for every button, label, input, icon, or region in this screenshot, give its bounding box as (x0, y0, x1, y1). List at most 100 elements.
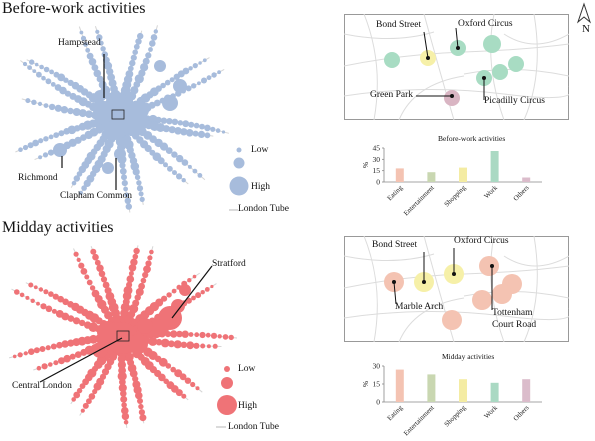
station-dot (127, 65, 134, 72)
station-dot (43, 66, 50, 73)
station-dot (139, 196, 145, 202)
station-dot (192, 274, 197, 279)
inset-label-picadilly-circus: Picadilly Circus (484, 96, 545, 106)
station-dot (176, 154, 184, 163)
midday-legend-low: Low (238, 364, 256, 374)
station-dot (96, 75, 104, 83)
station-dot (212, 343, 218, 349)
station-dot (132, 49, 138, 55)
station-dot (181, 178, 186, 183)
leader-line (171, 265, 213, 319)
station-dot (201, 77, 207, 84)
x-tick-label: Eating (386, 403, 405, 422)
y-axis-label: % (361, 381, 370, 387)
station-dot (150, 34, 158, 41)
station-dot (191, 295, 196, 301)
station-dot (221, 130, 226, 134)
station-dot (199, 123, 205, 130)
legend-high-circle (217, 395, 237, 415)
station-dot (41, 75, 46, 81)
station-dot (192, 168, 198, 174)
station-dot (71, 397, 76, 402)
station-dot (117, 360, 126, 369)
station-dot (184, 377, 192, 384)
leader-dot (426, 56, 430, 60)
station-dot (193, 122, 200, 129)
station-dot (129, 369, 138, 378)
station-dot (192, 63, 198, 69)
station-dot (94, 90, 106, 102)
activity-circle (492, 284, 512, 304)
station-dot (22, 61, 28, 67)
station-dot (166, 118, 173, 125)
station-dot (89, 285, 96, 291)
station-dot (121, 174, 127, 181)
inset-label-tottenham: Tottenham (492, 308, 533, 318)
station-dot (176, 173, 183, 180)
leader-line (39, 337, 123, 383)
station-dot (101, 51, 109, 58)
station-dot (205, 332, 211, 338)
station-dot (148, 47, 153, 52)
station-dot (126, 281, 133, 288)
station-dot (96, 34, 103, 41)
station-dot (193, 342, 200, 349)
station-dot (124, 192, 130, 198)
station-dot (54, 84, 62, 91)
station-dot (92, 388, 98, 395)
station-dot (174, 127, 182, 135)
station-dot (163, 162, 168, 168)
station-dot (67, 301, 74, 308)
station-dot (186, 341, 195, 350)
station-dot (182, 67, 190, 75)
x-tick-label: Work (482, 183, 499, 200)
station-dot (38, 287, 44, 292)
station-dot (195, 386, 200, 391)
station-dot (138, 282, 146, 290)
station-dot (53, 132, 60, 138)
station-dot (36, 71, 42, 78)
station-dot (63, 354, 71, 363)
station-dot (162, 95, 178, 111)
station-dot (195, 292, 202, 299)
station-dot (179, 284, 191, 296)
leader-dot (450, 94, 454, 98)
station-dot (181, 159, 189, 166)
street (423, 236, 455, 342)
station-dot (32, 139, 39, 147)
streets (344, 14, 569, 120)
station-dot (172, 170, 177, 176)
legend-low-circle (224, 366, 230, 372)
station-dot (43, 289, 49, 295)
station-dot (38, 155, 43, 160)
leader-dot (422, 280, 426, 284)
station-dot (135, 391, 143, 400)
leader-line (423, 31, 429, 59)
y-tick-label: 45 (373, 144, 381, 153)
station-dot (176, 330, 183, 338)
station-dot (114, 148, 126, 160)
station-dot (211, 72, 217, 78)
station-dot (142, 271, 149, 279)
station-dot (104, 287, 112, 295)
north-label: N (582, 23, 590, 35)
station-dot (182, 120, 190, 128)
station-dot (123, 186, 128, 192)
station-dot (147, 255, 153, 261)
station-dot (175, 389, 183, 397)
station-dot (158, 357, 168, 367)
before-work-map (15, 25, 230, 213)
y-tick-label: 0 (376, 178, 380, 187)
station-dot (48, 291, 54, 297)
station-dot (84, 274, 90, 280)
station-dot (121, 180, 128, 187)
station-dot (78, 122, 87, 131)
street (363, 236, 378, 342)
station-dot (57, 295, 64, 303)
station-dot (49, 69, 54, 75)
station-dot (67, 79, 74, 86)
station-dot (88, 393, 96, 400)
station-dot (69, 353, 76, 360)
station-dot (58, 130, 65, 137)
